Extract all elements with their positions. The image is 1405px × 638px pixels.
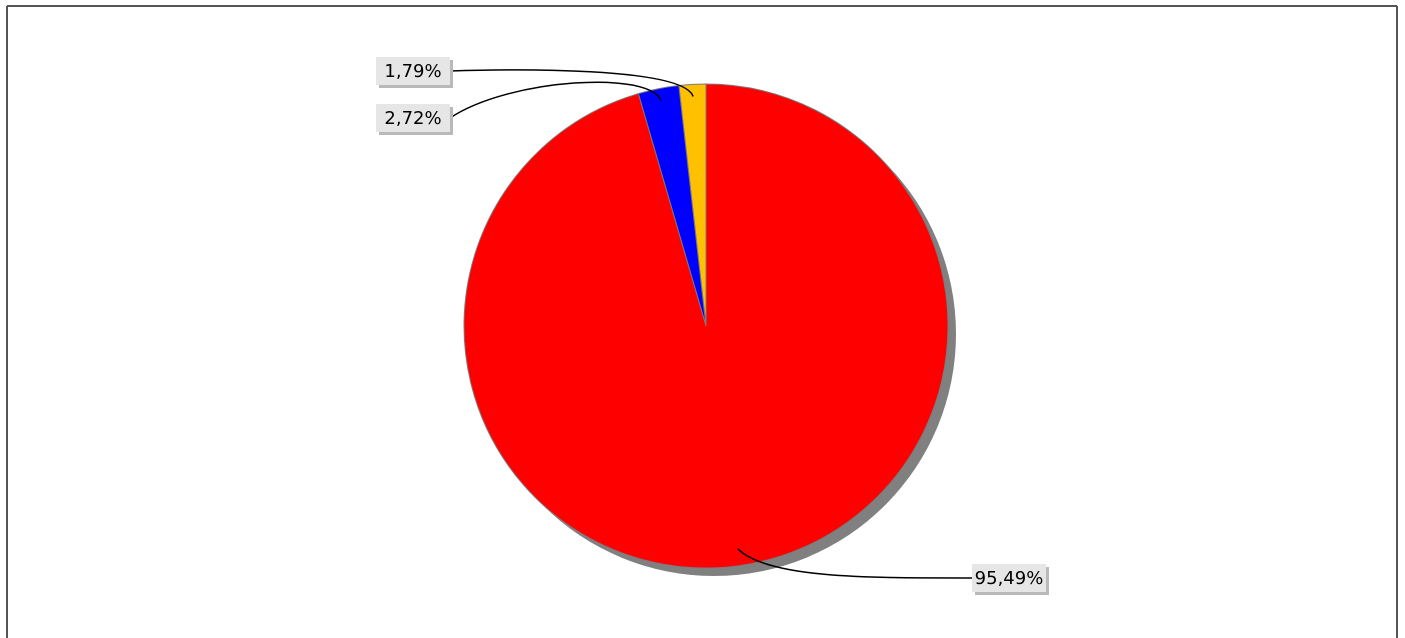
slice-label-box-2: [972, 564, 1046, 592]
leader-line-0: [449, 69, 694, 97]
leader-line-1: [449, 81, 662, 119]
pie-slice-2: [463, 83, 949, 569]
slice-labels: 1,79% 2,72% 95,49%: [376, 57, 1049, 595]
slice-label-2: 95,49%: [975, 568, 1044, 589]
slice-label-0: 1,79%: [384, 61, 441, 82]
leader-line-2: [737, 548, 973, 579]
slice-label-box-1: [376, 104, 450, 132]
slice-label-box-0: [376, 57, 450, 85]
slice-label-1: 2,72%: [384, 108, 441, 129]
leader-lines: [449, 69, 973, 579]
chart-frame: [6, 5, 1398, 638]
pie-slices: [463, 83, 949, 569]
